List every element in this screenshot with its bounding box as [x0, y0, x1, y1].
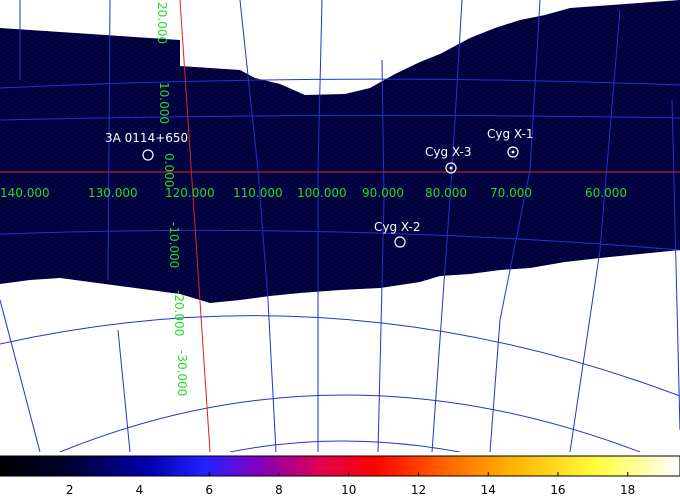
- source-marker[interactable]: Cyg X-2: [374, 220, 421, 248]
- source-circle-icon: [394, 236, 406, 248]
- source-marker[interactable]: Cyg X-1: [487, 127, 534, 158]
- latitude-label: -30.000: [175, 350, 189, 396]
- source-marker[interactable]: 3A 0114+650: [105, 131, 188, 161]
- longitude-label: 110.000: [233, 186, 283, 200]
- latitude-label: 20.000: [155, 2, 169, 44]
- grid-longitude-line: [569, 9, 621, 452]
- colorbar-tick-label: 12: [411, 483, 426, 497]
- grid-longitude-line: [489, 0, 541, 452]
- grid-latitude-line: [0, 78, 680, 89]
- source-label: Cyg X-2: [374, 220, 421, 234]
- source-circle-icon: [445, 162, 457, 174]
- grid-latitude-line: [0, 315, 680, 397]
- longitude-label: 130.000: [88, 186, 138, 200]
- colorbar-tick-label: 2: [66, 483, 74, 497]
- source-markers: 3A 0114+650 Cyg X-3 Cyg X-1 Cyg X-2: [105, 127, 534, 248]
- colorbar-tick-label: 10: [341, 483, 356, 497]
- reference-meridian-line: [179, 0, 211, 452]
- colorbar-tick-label: 14: [481, 483, 496, 497]
- source-marker[interactable]: Cyg X-3: [425, 145, 472, 174]
- source-circle-icon: [507, 146, 519, 158]
- colorbar-tick-label: 4: [136, 483, 144, 497]
- latitude-label: -20.000: [172, 290, 186, 336]
- source-center-dot-icon: [511, 150, 515, 154]
- grid-longitude-line: [239, 0, 277, 452]
- source-circle-icon: [142, 149, 154, 161]
- source-label: Cyg X-3: [425, 145, 472, 159]
- longitude-label: 60.000: [585, 186, 627, 200]
- colorbar-gradient: [0, 455, 680, 477]
- latitude-label: -10.000: [167, 222, 181, 268]
- longitude-label: 90.000: [362, 186, 404, 200]
- coordinate-grid: [0, 0, 680, 452]
- longitude-labels: 140.000 130.000 120.000 110.000 100.000 90.00…: [0, 186, 627, 200]
- source-label: 3A 0114+650: [105, 131, 188, 145]
- longitude-label: 100.000: [297, 186, 347, 200]
- colorbar-tick-label: 18: [620, 483, 635, 497]
- latitude-labels: 20.000 10.000 0.000 -10.000 -20.000 -30.000: [155, 2, 189, 396]
- colorbar-tick-label: 16: [550, 483, 565, 497]
- longitude-label: 140.000: [0, 186, 50, 200]
- survey-coverage-region: [0, 0, 680, 303]
- sky-map[interactable]: 140.000 130.000 120.000 110.000 100.000 90.00…: [0, 0, 680, 452]
- grid-latitude-line: [229, 440, 461, 452]
- grid-longitude-line: [671, 99, 680, 431]
- colorbar-tick-label: 8: [275, 483, 283, 497]
- grid-latitude-line: [0, 114, 680, 121]
- grid-longitude-line: [431, 0, 463, 452]
- grid-longitude-line: [0, 0, 41, 452]
- longitude-label: 70.000: [490, 186, 532, 200]
- grid-latitude-line: [0, 229, 680, 251]
- latitude-label: 10.000: [157, 82, 171, 124]
- colorbar: 2 4 6 8 10 12 14 16 18: [0, 455, 680, 497]
- source-center-dot-icon: [449, 166, 453, 170]
- grid-latitude-line: [59, 394, 641, 452]
- grid-longitude-line: [377, 59, 385, 452]
- source-label: Cyg X-1: [487, 127, 534, 141]
- longitude-label: 80.000: [425, 186, 467, 200]
- colorbar-tick-label: 6: [205, 483, 213, 497]
- latitude-label: 0.000: [162, 153, 176, 187]
- grid-longitude-line: [317, 0, 323, 452]
- grid-longitude-line: [107, 0, 131, 452]
- colorbar-ticks: 2 4 6 8 10 12 14 16 18: [66, 472, 635, 497]
- longitude-label: 120.000: [165, 186, 215, 200]
